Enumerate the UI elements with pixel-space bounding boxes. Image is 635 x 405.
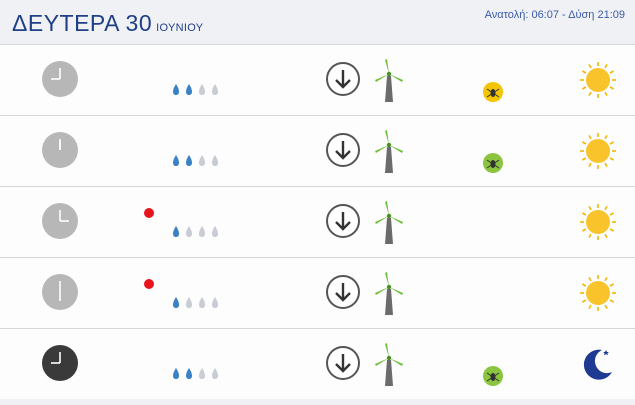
sun-icon xyxy=(580,133,616,169)
wind-direction-arrow-icon xyxy=(326,204,360,238)
temperature xyxy=(110,69,111,87)
bottom-strip xyxy=(0,399,635,405)
wind-turbine-icon xyxy=(375,59,403,102)
forecast-row xyxy=(0,258,635,329)
forecast-row xyxy=(0,329,635,400)
wind-direction-arrow-icon xyxy=(326,62,360,96)
forecast-row xyxy=(0,116,635,187)
humidity-drops-icon xyxy=(173,84,218,95)
humidity-drops-icon xyxy=(173,155,218,166)
wind-turbine-icon xyxy=(375,130,403,173)
humidity-drops-icon xyxy=(173,226,218,237)
temperature xyxy=(110,353,111,371)
sun-icon xyxy=(580,62,616,98)
clock-icon xyxy=(42,61,78,97)
temperature xyxy=(110,211,111,229)
green-bug-icon xyxy=(483,153,503,173)
heat-warning-dot xyxy=(144,208,154,218)
wind-turbine-icon xyxy=(375,343,403,386)
day-title: ΔΕΥΤΕΡΑ 30 ΙΟΥΝΙΟΥ xyxy=(12,10,204,36)
humidity-drops-icon xyxy=(173,297,218,308)
day-header: ΔΕΥΤΕΡΑ 30 ΙΟΥΝΙΟΥ Ανατολή: 06:07 - Δύση … xyxy=(0,0,635,45)
clock-icon xyxy=(42,274,78,310)
sunrise-sunset: Ανατολή: 06:07 - Δύση 21:09 xyxy=(484,9,625,21)
wind-turbine-icon xyxy=(375,201,403,244)
clock-icon xyxy=(42,345,78,381)
temperature xyxy=(110,282,111,300)
heat-warning-dot xyxy=(144,279,154,289)
wind-turbine-icon xyxy=(375,272,403,315)
wind-direction-arrow-icon xyxy=(326,133,360,167)
forecast-row xyxy=(0,45,635,116)
temperature xyxy=(110,140,111,158)
yellow-bug-icon xyxy=(483,82,503,102)
month-label: ΙΟΥΝΙΟΥ xyxy=(156,22,204,34)
sun-icon xyxy=(580,204,616,240)
forecast-row xyxy=(0,187,635,258)
humidity-drops-icon xyxy=(173,368,218,379)
moon-icon xyxy=(583,349,612,380)
green-bug-icon xyxy=(483,366,503,386)
wind-direction-arrow-icon xyxy=(326,275,360,309)
clock-icon xyxy=(42,132,78,168)
clock-icon xyxy=(42,203,78,239)
sun-icon xyxy=(580,275,616,311)
wind-direction-arrow-icon xyxy=(326,346,360,380)
